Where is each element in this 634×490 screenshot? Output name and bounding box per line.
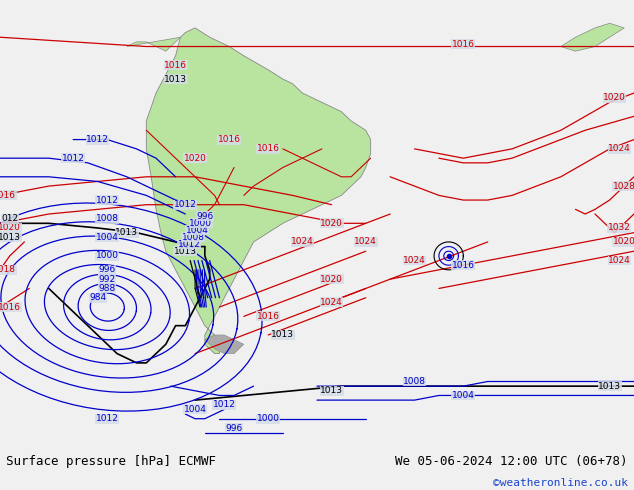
Text: 1013: 1013 [164, 74, 187, 84]
Text: 1004: 1004 [96, 233, 119, 242]
Text: 1016: 1016 [217, 135, 241, 144]
Text: We 05-06-2024 12:00 UTC (06+78): We 05-06-2024 12:00 UTC (06+78) [395, 455, 628, 468]
Text: 1013: 1013 [271, 330, 294, 340]
Text: 1013: 1013 [320, 386, 343, 395]
Text: 1000: 1000 [190, 219, 212, 228]
Text: 1004: 1004 [186, 226, 209, 235]
Text: 1012: 1012 [96, 196, 119, 204]
Text: 996: 996 [226, 423, 243, 433]
Text: 1008: 1008 [181, 233, 205, 242]
Polygon shape [205, 335, 244, 354]
Text: 1024: 1024 [320, 298, 343, 307]
Text: Surface pressure [hPa] ECMWF: Surface pressure [hPa] ECMWF [6, 455, 216, 468]
Text: 1012: 1012 [174, 200, 197, 209]
Text: 1018: 1018 [0, 266, 16, 274]
Text: 1016: 1016 [257, 312, 280, 321]
Text: 1012: 1012 [96, 414, 119, 423]
Text: 1012: 1012 [61, 154, 84, 163]
Text: 1013: 1013 [0, 233, 22, 242]
Text: 1013: 1013 [174, 247, 197, 256]
Text: 1016: 1016 [0, 191, 16, 200]
Text: 1013: 1013 [598, 382, 621, 391]
Text: 992: 992 [99, 275, 116, 284]
Text: 1000: 1000 [96, 251, 119, 260]
Text: 1012: 1012 [178, 240, 201, 249]
Polygon shape [146, 28, 371, 354]
Text: 1024: 1024 [354, 238, 377, 246]
Text: 1008: 1008 [96, 214, 119, 223]
Text: 996: 996 [99, 266, 116, 274]
Text: 1028: 1028 [613, 182, 634, 191]
Polygon shape [127, 37, 181, 51]
Text: 1032: 1032 [608, 223, 631, 232]
Text: 1016: 1016 [164, 61, 187, 70]
Text: 1000: 1000 [257, 414, 280, 423]
Text: 1012: 1012 [86, 135, 109, 144]
Text: 1008: 1008 [403, 377, 426, 386]
Text: 1012: 1012 [213, 400, 236, 409]
Text: 1016: 1016 [452, 261, 475, 270]
Text: 1004: 1004 [184, 405, 207, 414]
Text: 1016: 1016 [452, 40, 475, 49]
Polygon shape [561, 23, 624, 51]
Text: ©weatheronline.co.uk: ©weatheronline.co.uk [493, 478, 628, 488]
Text: 1024: 1024 [608, 145, 631, 153]
Text: 1020: 1020 [603, 93, 626, 102]
Text: 1016: 1016 [257, 145, 280, 153]
Text: 1020: 1020 [320, 275, 343, 284]
Text: 1020: 1020 [0, 223, 21, 232]
Text: 012: 012 [1, 214, 18, 223]
Text: 1024: 1024 [291, 238, 314, 246]
Text: 1004: 1004 [452, 391, 475, 400]
Text: 996: 996 [196, 212, 214, 221]
Text: 984: 984 [89, 293, 106, 302]
Text: 1024: 1024 [403, 256, 426, 265]
Text: 1016: 1016 [0, 302, 22, 312]
Text: 1013: 1013 [115, 228, 138, 237]
Text: 1020: 1020 [613, 238, 634, 246]
Text: 1024: 1024 [608, 256, 631, 265]
Text: 988: 988 [99, 284, 116, 293]
Text: 1020: 1020 [320, 219, 343, 228]
Text: 1020: 1020 [184, 154, 207, 163]
